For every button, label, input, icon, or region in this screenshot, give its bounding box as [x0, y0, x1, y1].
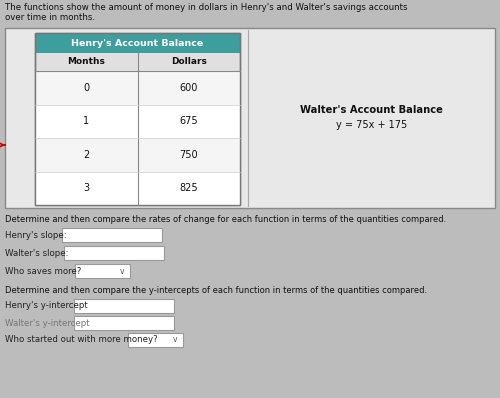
- Bar: [35, 172, 240, 205]
- Text: 750: 750: [180, 150, 198, 160]
- Text: v: v: [120, 267, 124, 275]
- Bar: [75, 264, 130, 278]
- Text: Determine and then compare the y-intercepts of each function in terms of the qua: Determine and then compare the y-interce…: [5, 286, 427, 295]
- Text: over time in months.: over time in months.: [5, 13, 95, 22]
- Text: 1: 1: [83, 116, 89, 126]
- Bar: [74, 316, 174, 330]
- Text: 2: 2: [83, 150, 89, 160]
- Bar: [62, 228, 162, 242]
- Text: Henry's y-intercept: Henry's y-intercept: [5, 302, 88, 310]
- Text: 825: 825: [180, 183, 198, 193]
- Bar: [128, 333, 183, 347]
- Bar: [35, 138, 240, 172]
- Text: Determine and then compare the rates of change for each function in terms of the: Determine and then compare the rates of …: [5, 215, 446, 224]
- Bar: [35, 71, 240, 105]
- Text: 675: 675: [180, 116, 198, 126]
- Bar: [35, 71, 240, 205]
- Text: v: v: [173, 336, 177, 345]
- Text: 0: 0: [83, 83, 89, 93]
- Text: Walter's Account Balance: Walter's Account Balance: [300, 105, 443, 115]
- Text: The functions show the amount of money in dollars in Henry's and Walter's saving: The functions show the amount of money i…: [5, 3, 407, 12]
- Bar: [35, 33, 240, 205]
- Bar: [64, 246, 164, 260]
- Text: Who saves more?: Who saves more?: [5, 267, 81, 275]
- Text: y = 75x + 175: y = 75x + 175: [336, 120, 407, 130]
- Text: Walter's slope:: Walter's slope:: [5, 248, 68, 258]
- Bar: [35, 105, 240, 138]
- Text: Who started out with more money?: Who started out with more money?: [5, 336, 158, 345]
- Bar: [74, 299, 174, 313]
- Bar: [35, 33, 240, 205]
- Text: Henry's slope:: Henry's slope:: [5, 230, 66, 240]
- Text: Henry's Account Balance: Henry's Account Balance: [72, 39, 204, 47]
- Text: 3: 3: [83, 183, 89, 193]
- Text: Months: Months: [68, 57, 105, 66]
- Bar: [35, 33, 240, 53]
- Bar: [35, 53, 240, 71]
- Text: 600: 600: [180, 83, 198, 93]
- Text: Walter's y-intercept: Walter's y-intercept: [5, 318, 89, 328]
- Bar: [5, 28, 495, 208]
- Text: Dollars: Dollars: [171, 57, 206, 66]
